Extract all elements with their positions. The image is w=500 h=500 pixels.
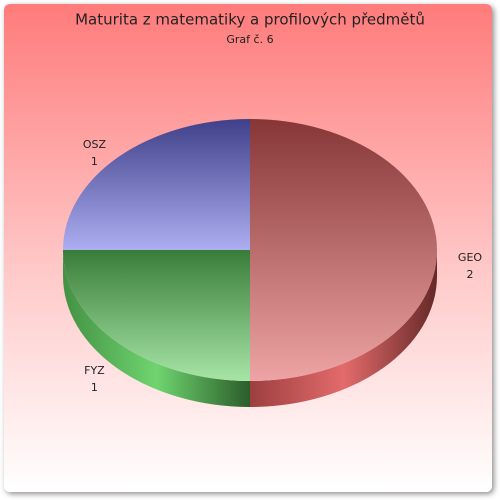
slice-side (63, 250, 250, 407)
slice (250, 119, 437, 381)
chart-subtitle: Graf č. 6 (226, 33, 273, 46)
slice-value: 1 (91, 381, 98, 394)
chart: Maturita z matematiky a profilových před… (63, 11, 482, 407)
slice-label: OSZ (83, 138, 107, 151)
chart-frame: Maturita z matematiky a profilových před… (4, 4, 492, 492)
slice-label: GEO (458, 251, 482, 264)
slice-value: 2 (467, 268, 474, 281)
slice (63, 250, 250, 381)
slice-value: 1 (91, 155, 98, 168)
slice-side (250, 250, 437, 407)
slice-label: FYZ (84, 364, 105, 377)
chart-title: Maturita z matematiky a profilových před… (75, 11, 425, 29)
slice (63, 119, 250, 250)
